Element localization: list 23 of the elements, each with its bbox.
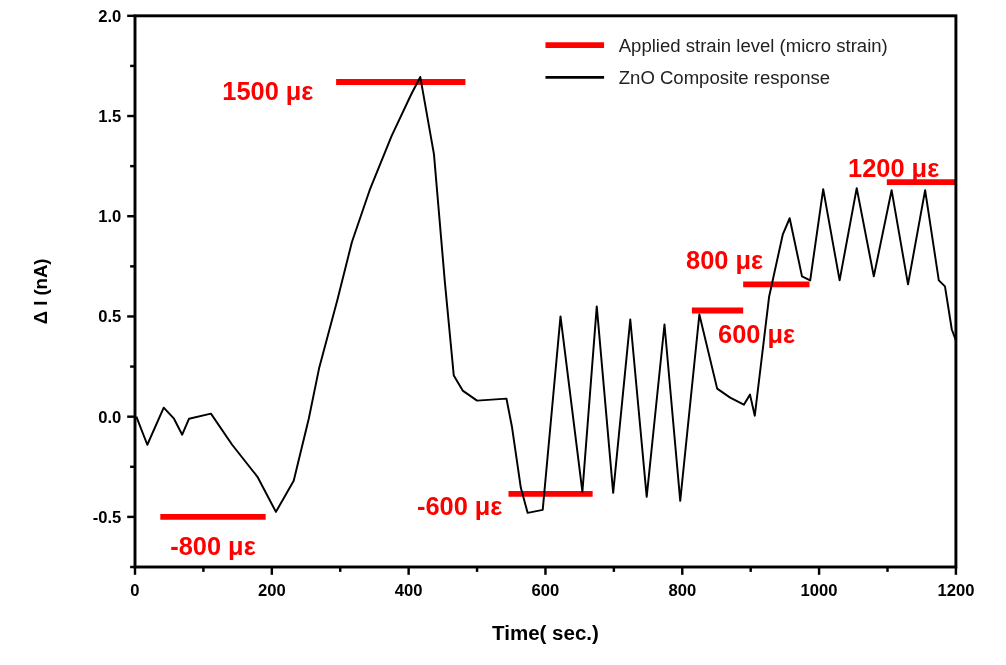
y-tick-label: 2.0 — [98, 6, 122, 26]
x-tick-label: 600 — [531, 581, 560, 601]
y-axis-title: Δ I (nA) — [30, 258, 52, 325]
legend-label: ZnO Composite response — [618, 67, 831, 89]
x-tick-label: 0 — [130, 581, 140, 601]
x-tick-label: 400 — [394, 581, 423, 601]
annotation: -800 με — [170, 532, 256, 561]
y-tick-label: 0.5 — [98, 307, 122, 327]
annotation: 1200 με — [848, 154, 940, 183]
annotation: -600 με — [416, 492, 503, 521]
y-tick-label: -0.5 — [92, 507, 122, 527]
x-tick-label: 1200 — [937, 581, 975, 601]
annotation: 800 με — [686, 245, 764, 274]
x-tick-label: 200 — [257, 581, 286, 601]
annotation: 600 με — [718, 319, 796, 348]
y-tick-label: 0.0 — [98, 407, 122, 427]
x-axis-title: Time( sec.) — [492, 621, 599, 645]
y-tick-label: 1.5 — [98, 106, 122, 126]
legend-label: Applied strain level (micro strain) — [618, 34, 888, 56]
annotation: 1500 με — [222, 76, 314, 105]
x-tick-label: 800 — [668, 581, 697, 601]
y-tick-label: 1.0 — [98, 207, 122, 227]
x-tick-label: 1000 — [800, 581, 838, 601]
